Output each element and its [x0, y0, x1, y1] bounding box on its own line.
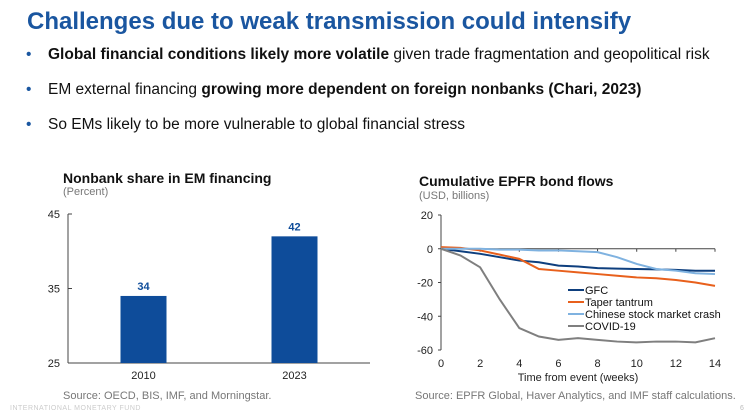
line-y-tick-label: -40 [417, 311, 433, 323]
bold-text: Global financial conditions likely more … [48, 46, 390, 63]
legend-label: Chinese stock market crash [585, 309, 721, 321]
bullet-item: • Global financial conditions likely more… [26, 46, 710, 81]
bar-2010 [120, 295, 167, 363]
line-x-tick-label: 0 [438, 358, 444, 370]
bar-chart-source: Source: OECD, BIS, IMF, and Morningstar. [63, 390, 272, 402]
bar-data-label: 42 [288, 221, 300, 233]
text: EM external financing [48, 81, 202, 98]
line-chart-source: Source: EPFR Global, Haver Analytics, an… [415, 390, 736, 402]
bullet-item: • EM external financing growing more depe… [26, 81, 710, 116]
bar-2023 [271, 236, 318, 363]
bullet-text: So EMs likely to be more vulnerable to g… [48, 116, 465, 151]
line-y-tick-label: -60 [417, 345, 433, 357]
bar-chart-subtitle: (Percent) [63, 186, 109, 198]
series-line-covid-19 [440, 247, 716, 344]
line-x-tick-label: 6 [555, 358, 561, 370]
line-x-tick-label: 12 [670, 358, 682, 370]
bar-data-label: 34 [137, 281, 150, 293]
bar-x-tick-label: 2010 [131, 370, 155, 382]
line-x-tick-label: 10 [631, 358, 643, 370]
line-y-tick-label: -20 [417, 278, 433, 290]
bullet-item: • So EMs likely to be more vulnerable to … [26, 116, 710, 151]
line-x-tick-label: 14 [709, 358, 721, 370]
bold-text: growing more dependent on foreign nonban… [201, 81, 642, 98]
series-line-chinese-stock-market-crash [441, 247, 716, 276]
line-y-tick-label: 0 [427, 244, 433, 256]
bullet-marker: • [26, 81, 32, 98]
line-y-tick-label: 20 [421, 210, 433, 222]
bar-y-tick-label: 35 [48, 284, 60, 296]
imf-footer: INTERNATIONAL MONETARY FUND [10, 405, 141, 412]
line-chart-subtitle: (USD, billions) [419, 190, 490, 202]
line-x-tick-label: 4 [516, 358, 522, 370]
bullet-marker: • [26, 46, 32, 63]
line-x-tick-label: 8 [595, 358, 601, 370]
page-number: 6 [740, 405, 744, 412]
bullet-text: EM external financing growing more depen… [48, 81, 641, 116]
series-line-taper-tantrum [440, 246, 716, 287]
legend-label: GFC [585, 285, 608, 297]
text: So EMs likely to be more vulnerable to g… [48, 116, 465, 133]
legend-label: Taper tantrum [585, 297, 653, 309]
legend-label: COVID-19 [585, 321, 636, 333]
bar-chart-title: Nonbank share in EM financing [63, 170, 272, 186]
bullet-marker: • [26, 116, 32, 133]
bar-y-tick-label: 25 [48, 358, 60, 370]
line-x-tick-label: 2 [477, 358, 483, 370]
bullet-text: Global financial conditions likely more … [48, 46, 710, 81]
slide-title: Challenges due to weak transmission coul… [27, 8, 632, 35]
bar-x-tick-label: 2023 [282, 370, 306, 382]
bar-y-tick-label: 45 [48, 209, 60, 221]
bullet-list: • Global financial conditions likely more… [26, 46, 710, 151]
text: given trade fragmentation and geopolitic… [389, 46, 710, 63]
line-chart-title: Cumulative EPFR bond flows [419, 173, 614, 189]
line-x-axis-label: Time from event (weeks) [518, 372, 639, 384]
